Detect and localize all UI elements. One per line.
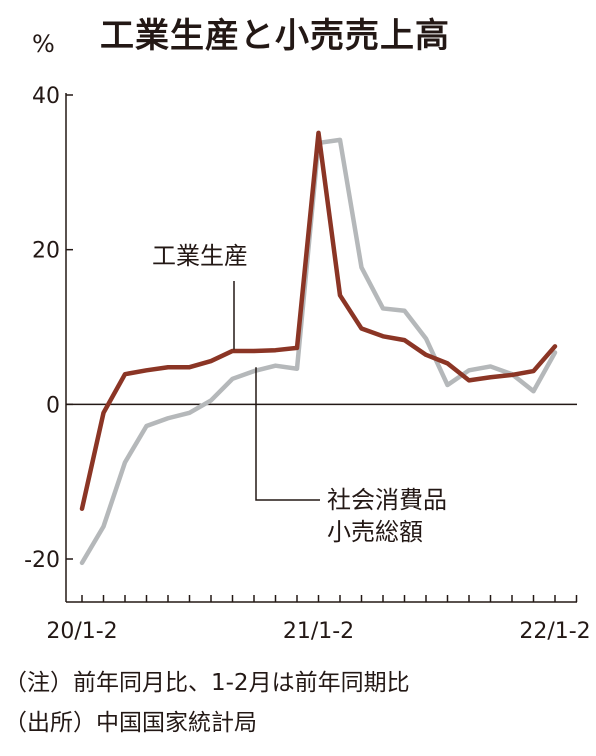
annotation-leader-retail	[255, 367, 320, 501]
annotation-label-retail: 小売総額	[327, 518, 423, 546]
chart-title: 工業生産と小売売上高	[100, 16, 450, 56]
y-tick-label: 0	[46, 393, 60, 418]
annotation-label-retail: 社会消費品	[327, 486, 447, 514]
annotation-label-industrial: 工業生産	[152, 242, 248, 270]
footnote: （注）前年同月比、1-2月は前年同期比	[4, 670, 410, 696]
x-tick-label: 20/1-2	[46, 619, 117, 644]
y-tick-label: 40	[32, 84, 60, 109]
y-tick-label: 20	[32, 239, 60, 264]
y-tick-label: -20	[24, 548, 60, 573]
x-tick-label: 21/1-2	[283, 619, 354, 644]
y-unit-label: %	[32, 30, 55, 58]
series-line-industrial-production	[79, 130, 558, 511]
source-note: （出所）中国国家統計局	[4, 710, 257, 736]
x-tick-label: 22/1-2	[519, 619, 590, 644]
